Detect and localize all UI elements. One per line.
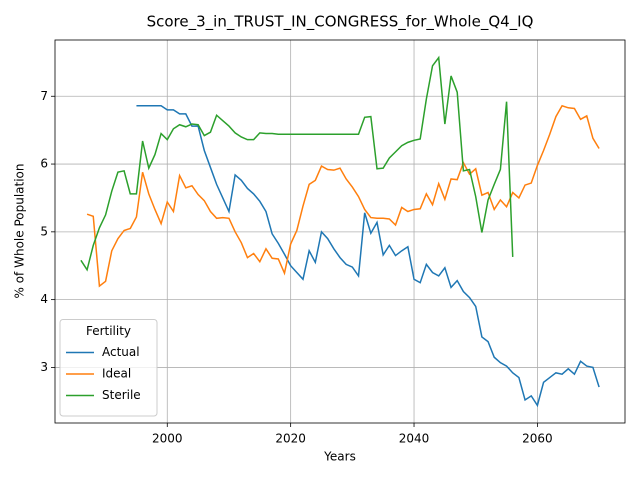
plot-frame: [54, 39, 626, 424]
series-line: [136, 105, 600, 408]
x-tick-label: 2020: [275, 432, 306, 446]
y-axis-label: % of Whole Population: [13, 164, 27, 299]
y-tick-label: 4: [40, 292, 48, 306]
series-line: [86, 104, 600, 288]
series-line: [80, 55, 514, 272]
legend-box: [59, 319, 158, 417]
x-tick-label: 2060: [522, 432, 553, 446]
legend-title: Fertility: [86, 324, 131, 338]
x-axis-label: Years: [323, 450, 356, 464]
x-tick-label: 2000: [152, 432, 183, 446]
y-tick-label: 6: [40, 157, 48, 171]
y-tick-label: 3: [40, 360, 48, 374]
y-tick-label: 5: [40, 224, 48, 238]
legend-label: Ideal: [102, 367, 131, 381]
legend-label: Actual: [102, 345, 140, 359]
chart-title: Score_3_in_TRUST_IN_CONGRESS_for_Whole_Q…: [147, 13, 534, 32]
x-tick-label: 2040: [399, 432, 430, 446]
legend-label: Sterile: [102, 388, 141, 402]
y-tick-label: 7: [40, 89, 48, 103]
